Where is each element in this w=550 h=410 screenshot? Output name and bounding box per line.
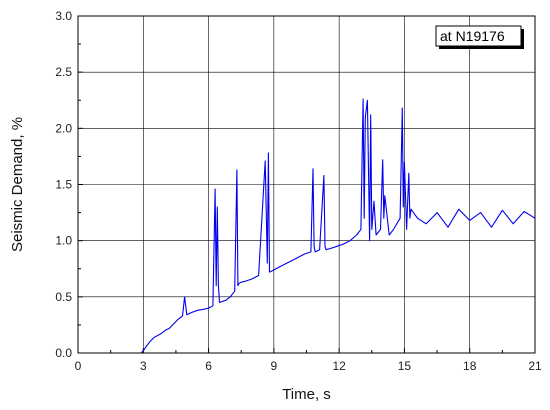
x-tick-label: 21: [528, 359, 542, 373]
x-tick-label: 9: [271, 359, 278, 373]
y-tick-label: 1.0: [55, 234, 72, 248]
x-tick-label: 3: [140, 359, 147, 373]
y-tick-label: 0.5: [55, 290, 72, 304]
annotation-text: at N19176: [440, 28, 505, 44]
x-tick-label: 12: [332, 359, 346, 373]
y-tick-label: 0.0: [55, 346, 72, 360]
series-line: [78, 98, 536, 354]
y-tick-label: 2.0: [55, 121, 72, 135]
annotation-frame: [435, 25, 522, 47]
grid-lines: [77, 15, 536, 354]
x-tick-label: 15: [398, 359, 412, 373]
y-tick-label: 1.5: [55, 178, 72, 192]
y-tick-label: 3.0: [55, 9, 72, 23]
y-axis-title: Seismic Demand, %: [9, 117, 26, 252]
series-group: [78, 98, 536, 354]
annotation-box: at N19176: [435, 25, 524, 49]
plot-frame: [77, 15, 536, 354]
y-tick-label: 2.5: [55, 65, 72, 79]
x-tick-label: 0: [75, 359, 82, 373]
x-tick-label: 18: [463, 359, 477, 373]
x-axis-title: Time, s: [282, 386, 331, 403]
tick-labels: 0 3 6 9 12 15 18 21 0.0 0.5 1.0 1.5 2.0 2.5 3.0: [55, 9, 542, 373]
x-tick-label: 6: [205, 359, 212, 373]
